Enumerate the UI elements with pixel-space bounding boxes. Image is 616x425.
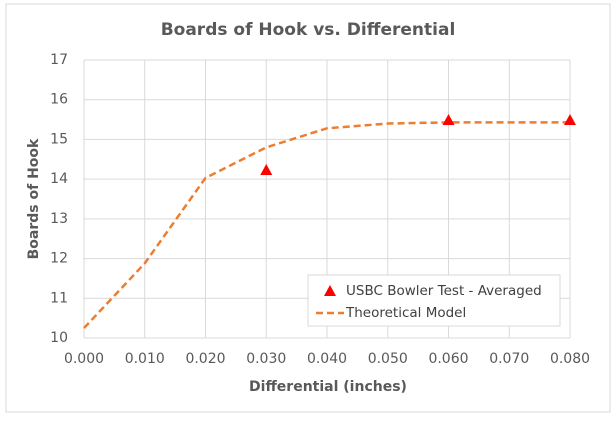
x-tick-label: 0.020 xyxy=(185,351,225,367)
x-tick-label: 0.060 xyxy=(428,351,468,367)
legend-marker xyxy=(324,285,336,296)
line-series xyxy=(83,121,570,329)
chart-title: Boards of Hook vs. Differential xyxy=(161,20,456,40)
x-axis-title: Differential (inches) xyxy=(249,379,407,395)
x-tick-label: 0.000 xyxy=(64,351,104,367)
y-tick-label: 10 xyxy=(50,330,68,346)
x-tick-label: 0.030 xyxy=(246,351,286,367)
y-tick-label: 17 xyxy=(50,52,68,68)
marker xyxy=(260,164,273,176)
legend-label: USBC Bowler Test - Averaged xyxy=(346,283,542,299)
x-tick-label: 0.070 xyxy=(489,351,529,367)
x-tick-label: 0.010 xyxy=(125,351,165,367)
y-tick-label: 11 xyxy=(50,290,68,306)
y-tick-label: 12 xyxy=(50,251,68,267)
marker xyxy=(442,113,455,125)
x-tick-label: 0.050 xyxy=(368,351,408,367)
x-tick-label: 0.080 xyxy=(550,351,590,367)
marker xyxy=(564,113,576,125)
y-tick-label: 15 xyxy=(50,131,68,147)
x-tick-label: 0.040 xyxy=(307,351,347,367)
legend-label: Theoretical Model xyxy=(345,305,466,321)
y-tick-label: 13 xyxy=(50,211,68,227)
y-axis-title: Boards of Hook xyxy=(26,138,42,259)
legend-box xyxy=(307,274,561,327)
y-tick-label: 14 xyxy=(50,171,68,187)
y-tick-label: 16 xyxy=(50,92,68,108)
